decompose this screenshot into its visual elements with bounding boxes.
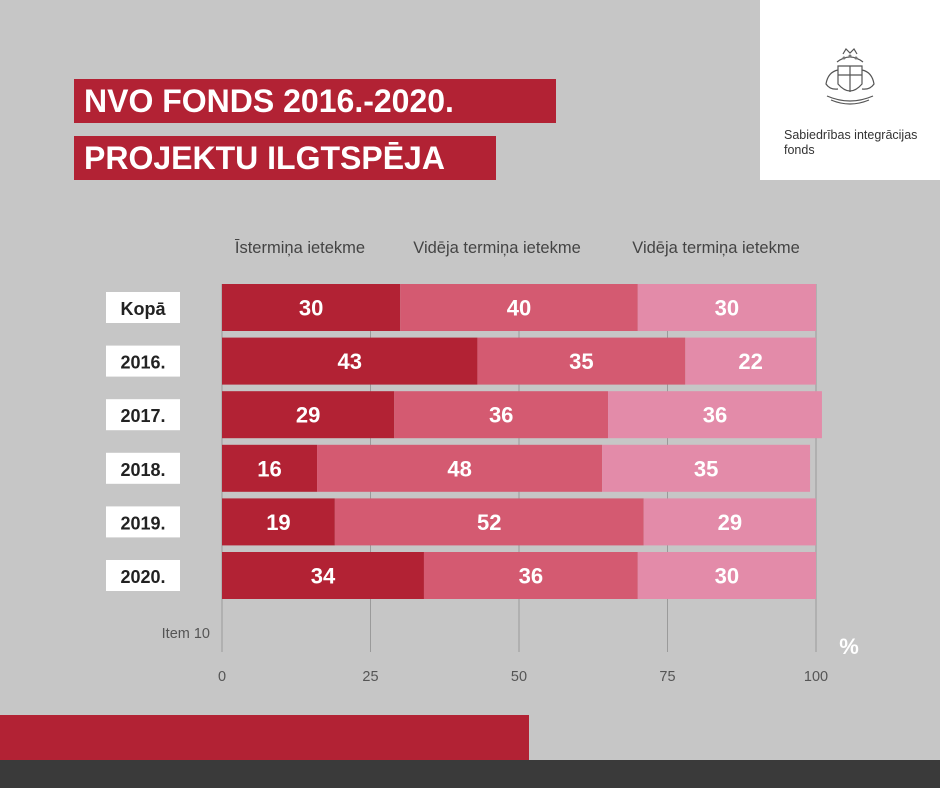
data-label: 48 [447, 456, 471, 481]
data-label: 35 [694, 456, 718, 481]
data-label: 36 [519, 564, 543, 589]
bar-segment [222, 337, 478, 385]
category-label: 2018. [120, 460, 165, 480]
data-label: 22 [738, 349, 762, 374]
data-label: 40 [507, 296, 531, 321]
data-label: 30 [299, 296, 323, 321]
bar-segment [317, 444, 603, 492]
x-tick-label: 75 [659, 669, 675, 685]
bar-segment [608, 391, 822, 439]
category-label-box [106, 399, 180, 431]
category-label: 2016. [120, 353, 165, 373]
bar-segment [222, 444, 318, 492]
stacked-bar-chart: 0 25 50 75 100% Īstermiņa ietekme Vidēja termi… [106, 239, 859, 685]
footer-dark-bar [0, 760, 940, 788]
category-label-box [106, 345, 180, 377]
chart-title-line-1: NVO FONDS 2016.-2020. [74, 79, 556, 123]
category-label: 2017. [120, 406, 165, 426]
legend-label: Vidēja termiņa ietekme [632, 239, 800, 257]
latvian-coat-of-arms-icon [825, 48, 875, 105]
bar-segment [637, 284, 816, 331]
data-label: 36 [703, 403, 727, 428]
bar-segment [334, 498, 644, 546]
bar-segment [394, 391, 609, 439]
logo-text: Sabiedrības integrācijas fonds [784, 128, 934, 158]
category-label-box [106, 452, 180, 484]
data-label: 30 [715, 564, 739, 589]
category-label: Kopā [121, 299, 167, 319]
bar-segment [477, 337, 686, 385]
extra-category-label: Item 10 [162, 626, 210, 642]
data-label: 29 [718, 510, 742, 535]
data-label: 43 [337, 349, 361, 374]
data-label: 30 [715, 296, 739, 321]
logo-text-line-1: Sabiedrības integrācijas [784, 128, 918, 142]
category-label-box [106, 506, 180, 538]
category-label-box [106, 292, 180, 323]
footer-red-bar [0, 715, 529, 760]
data-label: 34 [311, 564, 336, 589]
data-label: 29 [296, 403, 320, 428]
data-label: 19 [266, 510, 290, 535]
bar-segment [222, 552, 424, 599]
x-tick-label: 25 [362, 669, 378, 685]
bar-segment [602, 444, 811, 492]
category-label-box [106, 560, 180, 591]
x-tick-label: 0 [218, 669, 226, 685]
bar-segment [423, 552, 638, 599]
x-tick-label: 50 [511, 669, 527, 685]
x-tick-label: 100 [804, 669, 828, 685]
unit-label: % [839, 634, 859, 659]
bar-segment [222, 498, 335, 546]
data-label: 35 [569, 349, 593, 374]
bar-segment [400, 284, 638, 331]
logo-text-line-2: fonds [784, 143, 815, 157]
category-label: 2019. [120, 513, 165, 533]
legend-label: Vidēja termiņa ietekme [413, 239, 581, 257]
bar-segment [222, 391, 395, 439]
bar-segment [637, 552, 816, 599]
bar-segment [222, 284, 401, 331]
bar-segment [685, 337, 816, 385]
category-label: 2020. [120, 567, 165, 587]
data-label: 52 [477, 510, 501, 535]
legend-label: Īstermiņa ietekme [235, 239, 365, 257]
data-label: 16 [257, 456, 281, 481]
logo: Sabiedrības integrācijas fonds [760, 0, 940, 180]
bar-segment [643, 498, 816, 546]
data-label: 36 [489, 403, 513, 428]
chart-title-line-2: PROJEKTU ILGTSPĒJA [74, 136, 496, 180]
